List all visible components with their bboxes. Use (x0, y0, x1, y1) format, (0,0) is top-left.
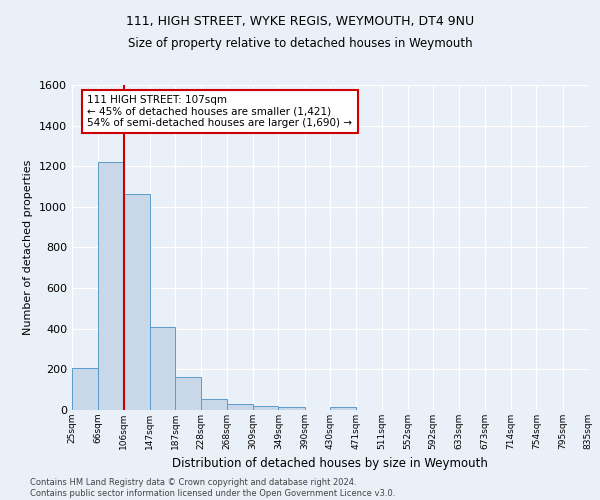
Bar (330, 407, 356, 410)
Bar (72, 368, 98, 410)
Bar (175, 377, 202, 410)
Bar (227, 404, 253, 410)
Text: Contains HM Land Registry data © Crown copyright and database right 2024.
Contai: Contains HM Land Registry data © Crown c… (30, 478, 395, 498)
X-axis label: Distribution of detached houses by size in Weymouth: Distribution of detached houses by size … (172, 458, 488, 470)
Text: Size of property relative to detached houses in Weymouth: Size of property relative to detached ho… (128, 38, 472, 51)
Bar (253, 406, 278, 410)
Bar (278, 407, 305, 410)
Bar (150, 326, 175, 410)
Bar (202, 400, 227, 410)
Text: 111 HIGH STREET: 107sqm
← 45% of detached houses are smaller (1,421)
54% of semi: 111 HIGH STREET: 107sqm ← 45% of detache… (88, 94, 352, 128)
Y-axis label: Number of detached properties: Number of detached properties (23, 160, 34, 335)
Bar (98, 162, 124, 410)
Text: 111, HIGH STREET, WYKE REGIS, WEYMOUTH, DT4 9NU: 111, HIGH STREET, WYKE REGIS, WEYMOUTH, … (126, 15, 474, 28)
Bar (124, 194, 150, 410)
